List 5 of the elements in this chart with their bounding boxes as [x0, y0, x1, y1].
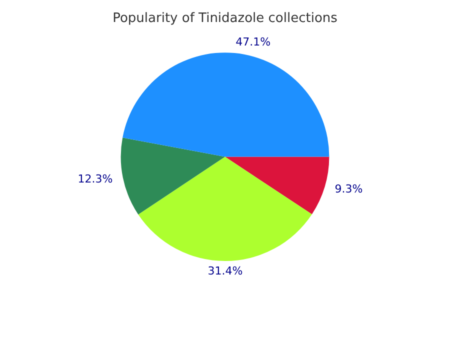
data-label: 47.1%	[236, 36, 271, 49]
data-label: 12.3%	[78, 172, 113, 186]
data-label: 31.4%	[208, 264, 243, 278]
data-label: 9.3%	[334, 182, 363, 196]
chart-title: Popularity of Tinidazole collections	[112, 11, 338, 26]
